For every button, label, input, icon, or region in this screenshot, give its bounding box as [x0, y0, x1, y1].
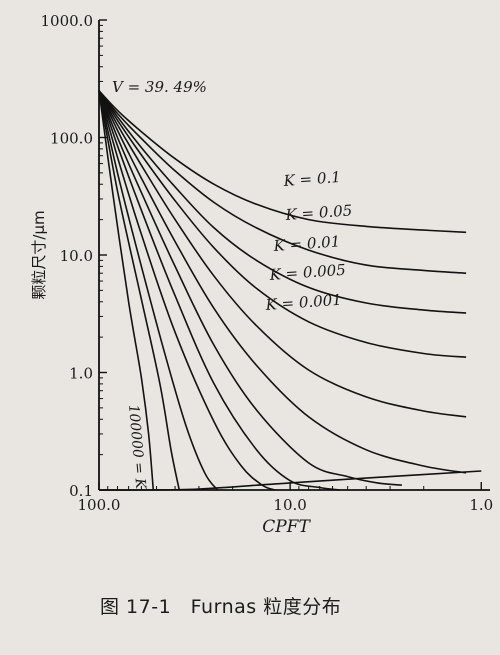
k-label: K = 0.1 [282, 168, 341, 190]
k-large-label: 100000 = K [125, 404, 148, 491]
k-label: K = 0.01 [272, 232, 341, 255]
y-tick-label: 1.0 [69, 365, 93, 383]
curve-7 [98, 90, 402, 486]
curve-5 [98, 90, 467, 418]
curve-11 [98, 90, 181, 491]
curve-10 [98, 90, 219, 491]
annotations: V = 39. 49% K = 0.1 K = 0.05 K = 0.01 K = 0.… [112, 78, 353, 491]
x-tick-label: 1.0 [469, 496, 493, 514]
x-tick-label: 100.0 [78, 496, 121, 514]
k-label: K = 0.05 [284, 201, 353, 224]
lower-boundary-curve [98, 470, 482, 491]
k-label: K = 0.001 [264, 291, 342, 314]
curve-6 [98, 90, 467, 474]
figure-caption: 图 17-1 Furnas 粒度分布 [100, 596, 342, 618]
curve-3 [98, 90, 467, 314]
y-tick-label: 10.0 [60, 247, 93, 265]
curve-1 [98, 90, 467, 234]
y-axis-title: 颗粒尺寸/μm [30, 210, 48, 299]
y-tick-label: 0.1 [69, 482, 93, 500]
curve-4 [98, 90, 467, 358]
y-tick-label: 100.0 [50, 130, 93, 148]
curves [98, 90, 482, 491]
curve-2 [98, 90, 467, 274]
porosity-label: V = 39. 49% [112, 78, 207, 96]
curve-12 [98, 90, 155, 491]
curve-8 [98, 90, 340, 491]
y-tick-label: 1000.0 [41, 12, 94, 30]
x-axis-title: CPFT [262, 517, 311, 537]
x-tick-label: 10.0 [273, 496, 306, 514]
curve-9 [98, 90, 276, 491]
k-label: K = 0.005 [268, 261, 346, 284]
